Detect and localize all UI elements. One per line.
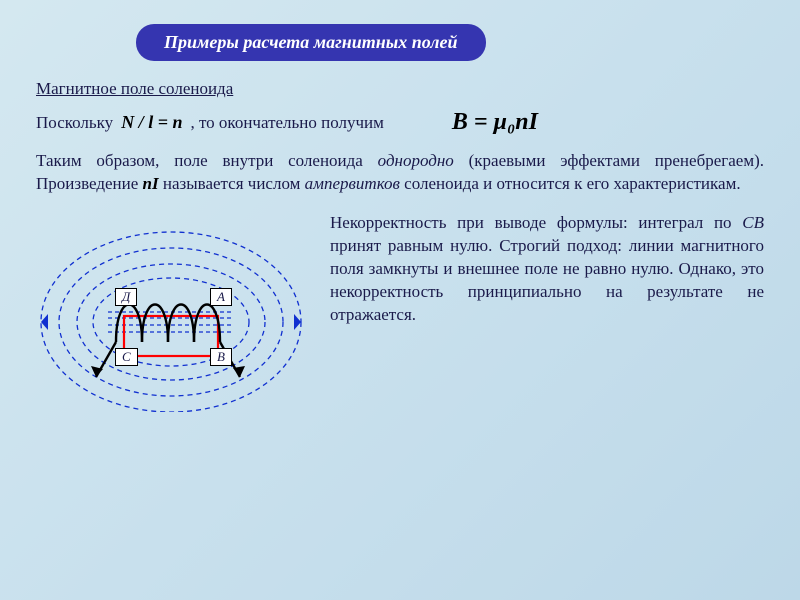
solenoid-svg xyxy=(36,212,306,412)
p1-em1: однородно xyxy=(378,151,454,170)
solenoid-diagram: Д А С В xyxy=(36,212,306,412)
p2-t2: принят равным нулю. Строгий подход: лини… xyxy=(330,236,764,324)
diagram-label-d: Д xyxy=(115,288,137,306)
p1-t4: соленоида и относится к его характеристи… xyxy=(400,174,741,193)
diagram-label-a: А xyxy=(210,288,232,306)
line1-prefix: Поскольку xyxy=(36,113,113,133)
p1-t3: называется числом xyxy=(159,174,305,193)
subtitle: Магнитное поле соленоида xyxy=(36,79,764,99)
line1-suffix: , то окончательно получим xyxy=(190,113,383,133)
p2-cb: CB xyxy=(742,213,764,232)
p1-t1: Таким образом, поле внутри соленоида xyxy=(36,151,378,170)
page-title: Примеры расчета магнитных полей xyxy=(136,24,486,61)
main-formula: B = μ₀nI xyxy=(452,109,538,136)
paragraph-2: Некорректность при выводе формулы: интег… xyxy=(330,212,764,327)
derivation-line: Поскольку N / l = n , то окончательно по… xyxy=(36,109,764,136)
p1-var: nI xyxy=(143,174,159,193)
diagram-label-b: В xyxy=(210,348,232,366)
p1-em2: ампервитков xyxy=(305,174,400,193)
inline-formula-n-over-l: N / l = n xyxy=(121,112,182,133)
p2-t1: Некорректность при выводе формулы: интег… xyxy=(330,213,742,232)
paragraph-1: Таким образом, поле внутри соленоида одн… xyxy=(36,150,764,196)
diagram-label-c: С xyxy=(115,348,138,366)
